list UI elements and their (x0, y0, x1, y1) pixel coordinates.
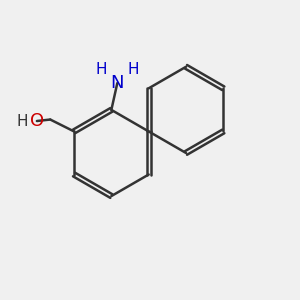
Text: H: H (128, 62, 140, 77)
Text: H: H (16, 113, 28, 128)
Text: N: N (111, 74, 124, 92)
Text: O: O (30, 112, 44, 130)
Text: H: H (95, 62, 107, 77)
